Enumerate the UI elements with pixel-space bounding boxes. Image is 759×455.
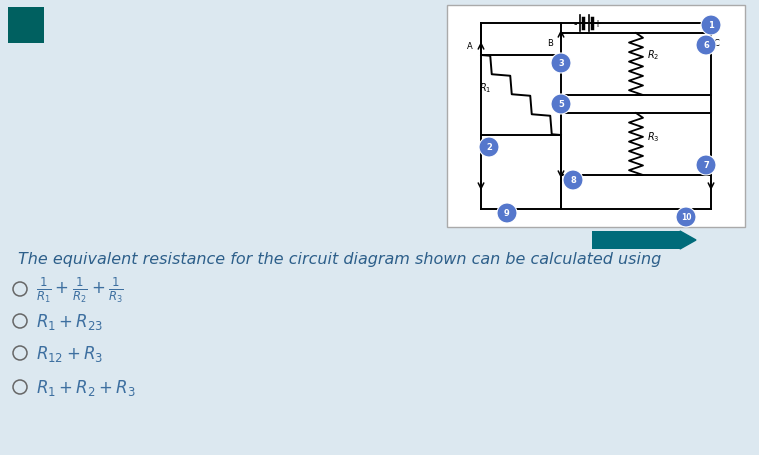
Circle shape [696, 36, 716, 56]
Circle shape [676, 207, 696, 228]
FancyBboxPatch shape [592, 232, 680, 249]
Circle shape [551, 54, 571, 74]
Text: 3: 3 [558, 59, 564, 68]
FancyBboxPatch shape [8, 8, 44, 44]
Text: 7: 7 [703, 161, 709, 170]
Circle shape [551, 95, 571, 115]
Polygon shape [680, 232, 696, 249]
Circle shape [497, 203, 517, 223]
Text: +: + [593, 19, 601, 29]
Text: B: B [547, 39, 553, 48]
Text: $R_1$: $R_1$ [479, 81, 491, 95]
Text: 9: 9 [504, 209, 510, 218]
Text: 10: 10 [681, 213, 691, 222]
Text: 5: 5 [558, 100, 564, 109]
Circle shape [696, 156, 716, 176]
Text: A: A [468, 42, 473, 51]
Text: $R_1 + R_{23}$: $R_1 + R_{23}$ [36, 311, 103, 331]
Text: -: - [573, 19, 577, 29]
Text: $R_1 + R_2 + R_3$: $R_1 + R_2 + R_3$ [36, 377, 136, 397]
Circle shape [701, 16, 721, 36]
Text: $\frac{1}{R_1} + \frac{1}{R_2} + \frac{1}{R_3}$: $\frac{1}{R_1} + \frac{1}{R_2} + \frac{1… [36, 275, 124, 304]
Text: $R_3$: $R_3$ [647, 130, 660, 144]
Text: 1: 1 [708, 21, 714, 30]
FancyBboxPatch shape [447, 6, 745, 228]
Text: $R_{12} + R_3$: $R_{12} + R_3$ [36, 343, 103, 363]
Circle shape [563, 171, 583, 191]
Text: C: C [714, 39, 720, 48]
Text: 6: 6 [703, 41, 709, 51]
Text: 8: 8 [570, 176, 576, 185]
Text: 2: 2 [486, 143, 492, 152]
Text: The equivalent resistance for the circuit diagram shown can be calculated using: The equivalent resistance for the circui… [18, 252, 661, 267]
Circle shape [479, 138, 499, 157]
Text: $R_2$: $R_2$ [647, 48, 660, 62]
